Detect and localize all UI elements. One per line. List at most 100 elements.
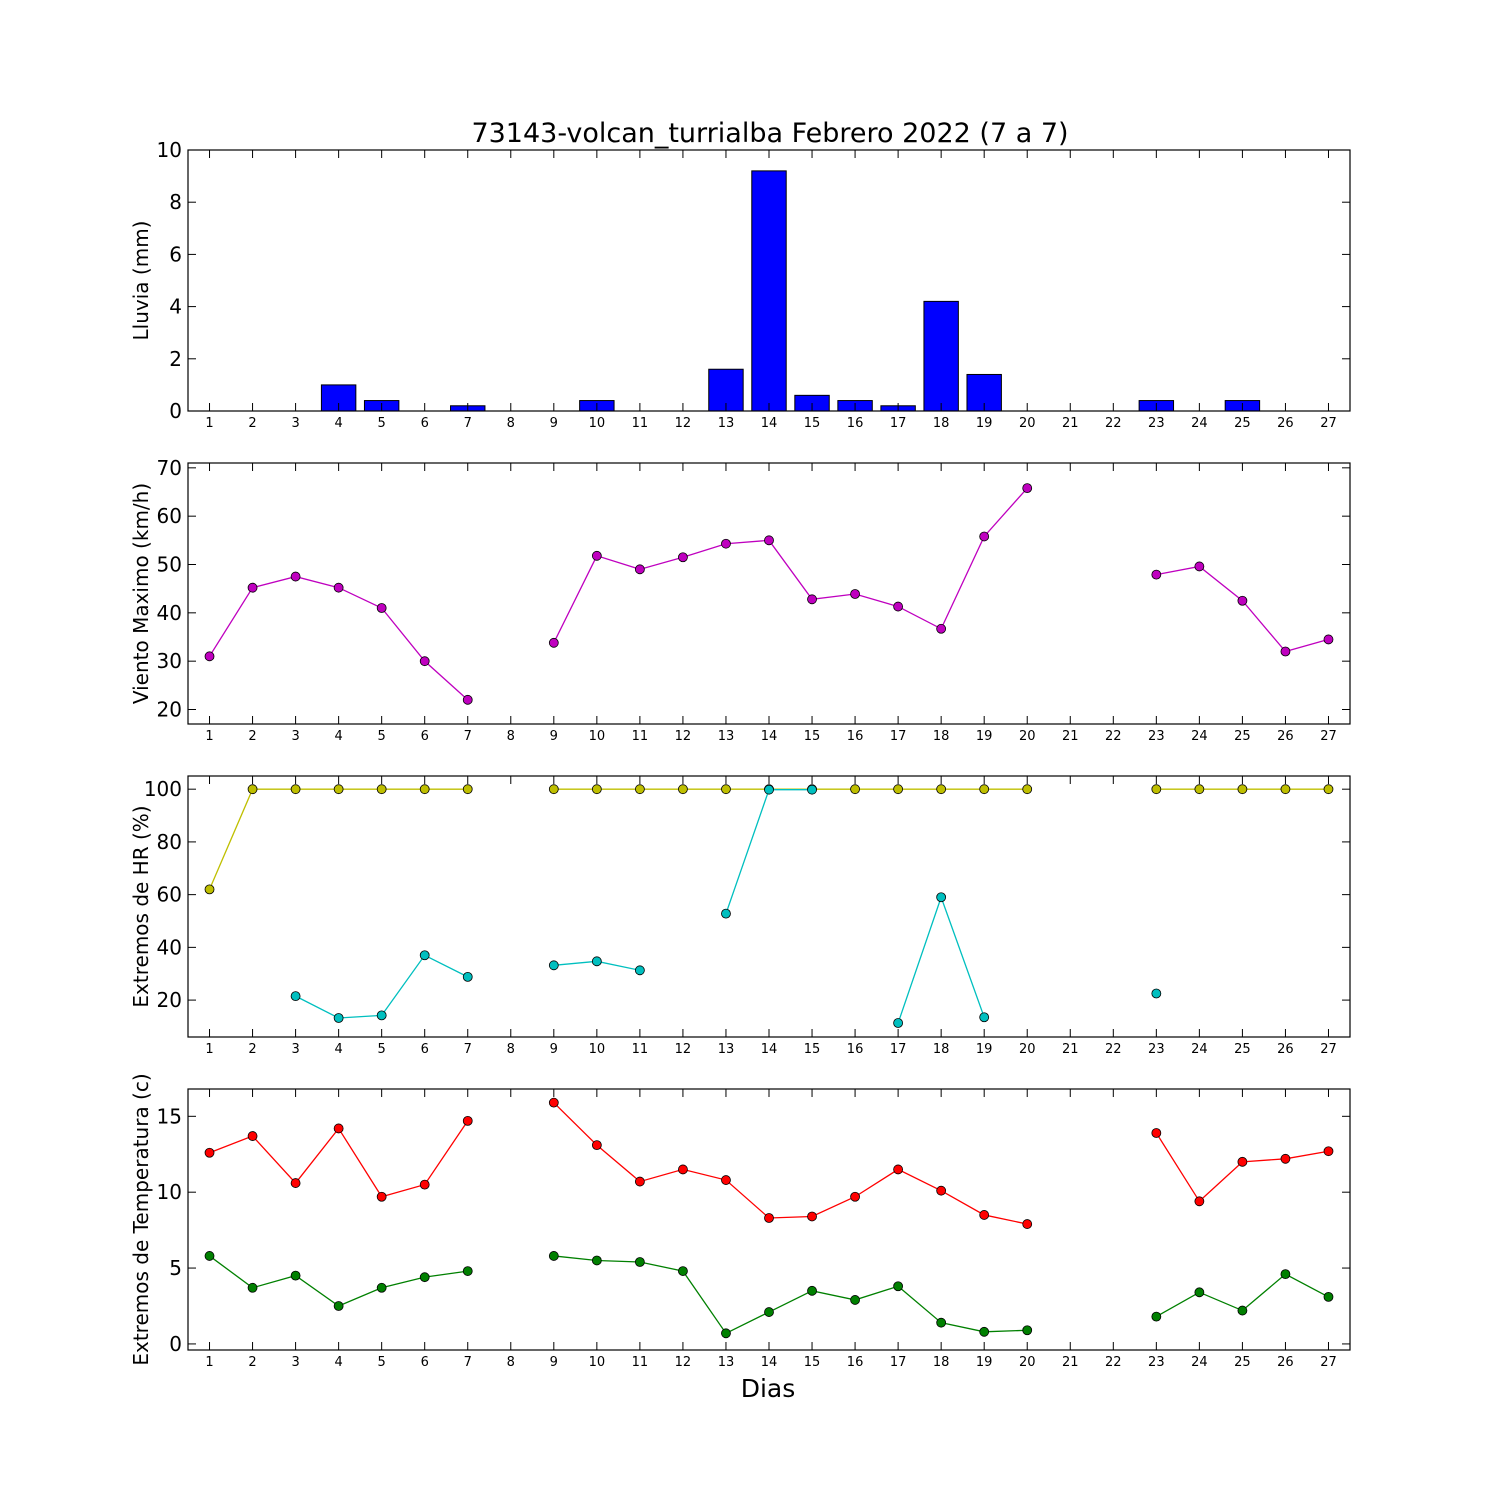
series-2-point-day-10 (591, 1255, 602, 1266)
x-tick-label: 9 (550, 1355, 558, 1370)
series-1-point-day-13 (721, 1175, 731, 1185)
y-tick-label: 80 (157, 830, 182, 854)
x-tick-label: 12 (675, 1355, 692, 1370)
x-tick-label: 14 (761, 416, 778, 431)
series-2-point-day-24 (1194, 1287, 1205, 1298)
x-tick-label: 1 (205, 1042, 213, 1057)
x-tick-label: 7 (464, 1355, 472, 1370)
plot-frame (187, 775, 1351, 1038)
series-1-point-day-17 (893, 784, 904, 795)
series-2-point-day-4 (333, 1301, 344, 1311)
x-tick-label: 26 (1277, 416, 1294, 431)
series-1-point-day-27 (1323, 1146, 1334, 1157)
x-tick-label: 20 (1019, 729, 1036, 744)
series-1-point-day-7 (462, 784, 473, 795)
x-tick-label: 24 (1191, 416, 1208, 431)
x-tick-label: 11 (632, 416, 649, 431)
x-tick-label: 5 (378, 416, 386, 431)
x-tick-label: 2 (248, 416, 256, 431)
series-1-point-day-20 (1022, 483, 1033, 494)
y-tick-label: 20 (157, 698, 182, 722)
y-tick-label: 60 (157, 883, 182, 907)
series-1-point-day-10 (591, 1140, 602, 1151)
series-1-line-2 (553, 1102, 1028, 1225)
x-tick-label: 7 (464, 1042, 472, 1057)
series-1-point-day-10 (591, 784, 602, 795)
series-1-point-day-27 (1323, 634, 1334, 645)
x-tick-label: 13 (718, 1042, 735, 1057)
series-1-point-day-11 (634, 1176, 645, 1187)
series-2-point-day-14 (764, 1307, 774, 1317)
series-1-point-day-18 (936, 623, 947, 634)
x-tick-label: 25 (1234, 729, 1251, 744)
series-1-point-day-26 (1280, 1153, 1291, 1164)
series-1-point-day-11 (634, 564, 645, 575)
x-tick-label: 18 (933, 1042, 950, 1057)
series-2-point-day-18 (936, 892, 947, 903)
y-tick-label: 20 (157, 988, 182, 1012)
series-1-point-day-15 (807, 594, 817, 605)
x-tick-label: 1 (205, 416, 213, 431)
x-tick-label: 7 (464, 729, 472, 744)
series-2-line-3 (725, 789, 813, 914)
series-1-point-day-19 (979, 531, 990, 542)
series-1-point-day-6 (419, 1179, 430, 1190)
x-tick-label: 22 (1105, 1355, 1122, 1370)
x-tick-label: 23 (1148, 729, 1165, 744)
series-2-line-1 (209, 1255, 468, 1307)
x-tick-label: 16 (847, 1042, 864, 1057)
series-1-point-day-3 (290, 784, 301, 795)
series-1-point-day-13 (721, 784, 731, 795)
series-1-point-day-14 (764, 535, 774, 546)
bar-day-18 (923, 300, 959, 412)
y-axis-label: Lluvia (mm) (129, 221, 153, 341)
series-2-point-day-18 (936, 1317, 947, 1328)
series-1-point-day-26 (1280, 784, 1291, 795)
x-tick-label: 19 (976, 1042, 993, 1057)
y-tick-label: 30 (157, 649, 182, 673)
x-tick-label: 8 (507, 1355, 515, 1370)
series-1-point-day-12 (678, 1164, 688, 1175)
x-tick-label: 26 (1277, 729, 1294, 744)
x-tick-label: 21 (1062, 1355, 1079, 1370)
series-2-point-day-19 (979, 1012, 990, 1023)
x-tick-label: 8 (507, 416, 515, 431)
y-tick-label: 6 (169, 242, 182, 266)
y-tick-label: 0 (169, 399, 182, 423)
series-1-point-day-5 (376, 784, 387, 795)
chart-title: 73143-volcan_turrialba Febrero 2022 (7 a… (471, 118, 1068, 149)
x-tick-label: 12 (675, 416, 692, 431)
series-1-point-day-5 (376, 1191, 387, 1202)
y-tick-label: 0 (169, 1332, 182, 1356)
series-2-point-day-17 (893, 1018, 904, 1028)
series-1-point-day-1 (204, 884, 215, 895)
series-2-point-day-11 (634, 965, 645, 976)
series-2-point-day-7 (462, 1266, 473, 1276)
series-1-point-day-18 (936, 784, 947, 795)
series-1-point-day-19 (979, 784, 990, 795)
x-tick-label: 15 (804, 1355, 821, 1370)
series-1-point-day-13 (721, 538, 731, 549)
series-2-point-day-9 (548, 960, 559, 971)
series-2-point-day-5 (376, 1010, 387, 1021)
x-tick-label: 15 (804, 416, 821, 431)
x-tick-label: 19 (976, 729, 993, 744)
x-tick-label: 27 (1320, 1355, 1337, 1370)
x-tick-label: 23 (1148, 416, 1165, 431)
series-1-point-day-17 (893, 1164, 904, 1175)
x-tick-label: 11 (632, 1355, 649, 1370)
series-1-point-day-7 (462, 694, 473, 705)
x-tick-label: 16 (847, 1355, 864, 1370)
series-1-point-day-23 (1151, 784, 1162, 795)
x-axis-label: Dias (741, 1374, 796, 1403)
series-2-point-day-27 (1323, 1291, 1334, 1302)
x-tick-label: 23 (1148, 1355, 1165, 1370)
y-tick-label: 15 (157, 1104, 182, 1128)
series-1-point-day-23 (1151, 1128, 1162, 1138)
x-tick-label: 8 (507, 1042, 515, 1057)
x-tick-label: 13 (718, 1355, 735, 1370)
